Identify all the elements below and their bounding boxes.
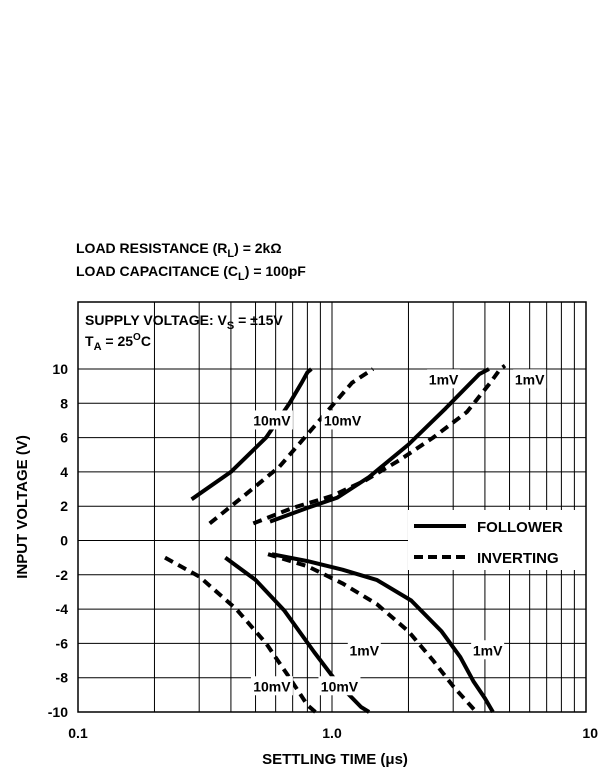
supply-voltage-label: SUPPLY VOLTAGE: VS = ±15V (85, 312, 283, 332)
series-group (164, 363, 507, 714)
y-tick-label: 8 (60, 395, 68, 411)
y-tick-label: -10 (48, 704, 68, 720)
annotation-background (513, 369, 547, 389)
y-tick-label: -4 (56, 601, 69, 617)
x-tick-label: 0.1 (68, 725, 88, 741)
curve-annotations: 10mV 10mV 1mV 1mV 1mV 1mV 10mV 10mV (250, 369, 547, 696)
legend-inverting-label: INVERTING (477, 550, 559, 567)
curve-label: 10mV (253, 678, 291, 694)
follower-curve (271, 552, 495, 714)
annotation-background (471, 640, 505, 660)
inverting-curve (252, 363, 507, 526)
annotation-background (250, 676, 293, 696)
curve-label: 10mV (253, 412, 291, 428)
grid (78, 302, 586, 713)
y-tick-label: 2 (60, 498, 68, 514)
curve-label: 1mV (473, 642, 503, 658)
load-resistance-label: LOAD RESISTANCE (RL) = 2kΩ (76, 240, 282, 260)
curve-label: 1mV (349, 642, 379, 658)
y-tick-label: 10 (52, 361, 68, 377)
inverting-curve (267, 552, 478, 714)
y-tick-label: -2 (56, 567, 69, 583)
annotation-background (321, 410, 364, 430)
plot-frame (77, 301, 587, 713)
x-tick-label: 10 (582, 725, 598, 741)
curve-label: 1mV (429, 371, 459, 387)
annotation-background (427, 369, 461, 389)
condition-box (78, 302, 408, 366)
annotation-background (250, 410, 293, 430)
inverting-curve (208, 367, 375, 525)
y-axis-title: INPUT VOLTAGE (V) (14, 435, 31, 579)
y-tick-label: 6 (60, 430, 68, 446)
y-tick-label: -6 (56, 635, 69, 651)
annotation-background (347, 640, 381, 660)
follower-curve (224, 555, 371, 714)
y-tick-label: 4 (60, 464, 68, 480)
temperature-label: TA = 25OC (85, 332, 151, 353)
curve-label: 10mV (324, 412, 362, 428)
axis-ticks: 10 8 6 4 2 0 -2 -4 -6 -8 -100.1 1.0 10 (48, 361, 598, 741)
annotation-background (318, 676, 361, 696)
y-tick-label: -8 (56, 670, 69, 686)
curve-label: 1mV (515, 371, 545, 387)
load-capacitance-label: LOAD CAPACITANCE (CL) = 100pF (76, 263, 306, 283)
x-axis-title: SETTLING TIME (μs) (262, 751, 408, 768)
legend-follower-label: FOLLOWER (477, 519, 563, 536)
follower-curve (190, 367, 313, 501)
curve-label: 10mV (321, 678, 359, 694)
x-tick-label: 1.0 (322, 725, 342, 741)
legend-background (408, 510, 586, 570)
legend: FOLLOWER INVERTING (408, 510, 586, 570)
follower-curve (269, 367, 490, 524)
y-tick-label: 0 (60, 533, 68, 549)
